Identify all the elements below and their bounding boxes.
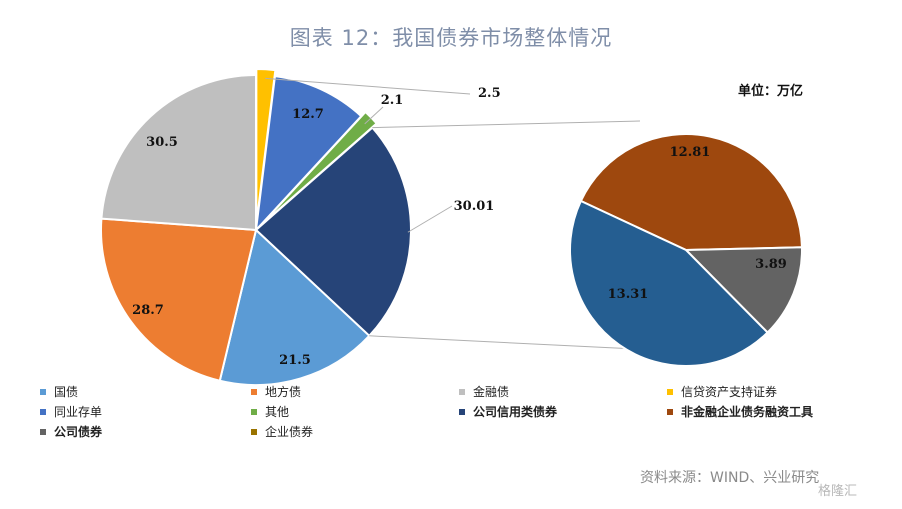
legend-label: 公司信用类债券 [473,405,558,419]
leader-line [265,77,471,95]
main-pie-slice [218,228,371,386]
breakdown-data-label: 12.81 [670,145,711,160]
leader-line [364,106,384,125]
legend-item: 同业存单 [40,403,102,420]
legend-item: 金融债 [459,383,509,400]
legend-item: 企业债券 [251,423,313,440]
legend-item: 信贷资产支持证券 [667,383,777,400]
main-pie-slice [100,217,258,382]
legend-swatch [251,428,257,435]
legend-label: 金融债 [473,385,510,399]
main-data-label: 28.7 [132,303,164,318]
breakdown-pie-slice [579,133,803,252]
legend-label: 企业债券 [265,425,314,439]
main-pie-slice [254,126,412,338]
main-data-label: 2.5 [478,86,501,101]
legend-swatch [40,408,46,415]
legend-swatch [40,428,46,435]
legend-item: 公司债券 [40,423,102,440]
legend-swatch [251,408,257,415]
breakdown-data-label: 13.31 [608,287,649,302]
legend-label: 公司债券 [54,425,103,439]
unit-label: 单位：万亿 [738,84,804,99]
legend-swatch [667,408,673,415]
legend-swatch [251,388,257,395]
legend-item: 其他 [251,403,289,420]
legend-swatch [40,388,46,395]
main-data-label: 2.1 [381,93,404,108]
legend-label: 非金融企业债务融资工具 [681,405,814,419]
legend-item: 地方债 [251,383,301,400]
main-pie-slice [254,75,363,233]
legend-swatch [459,408,465,415]
breakdown-data-label: 3.89 [755,257,787,272]
legend-label: 地方债 [265,385,302,399]
breakdown-pie-slice [683,246,803,334]
legend-label: 其他 [265,405,290,419]
legend-item: 国债 [40,383,78,400]
watermark: 格隆汇 [818,484,858,499]
breakdown-pie-slice [569,199,769,367]
legend-label: 同业存单 [54,405,103,419]
legend-swatch [667,388,673,395]
chart-title: 图表 12：我国债券市场整体情况 [289,26,613,50]
connector-line [372,120,641,129]
main-data-label: 30.5 [146,135,178,150]
legend-label: 国债 [54,385,79,399]
main-data-label: 30.01 [454,199,495,214]
main-pie-slice [100,73,257,232]
source-note: 资料来源：WIND、兴业研究 [640,470,820,486]
legend-label: 信贷资产支持证券 [681,385,778,399]
leader-line [407,205,453,233]
legend-swatch [459,388,465,395]
legend-item: 公司信用类债券 [459,403,557,420]
main-data-label: 12.7 [292,107,324,122]
legend-item: 非金融企业债务融资工具 [667,403,813,420]
main-data-label: 21.5 [279,353,311,368]
connector-line [369,335,656,351]
